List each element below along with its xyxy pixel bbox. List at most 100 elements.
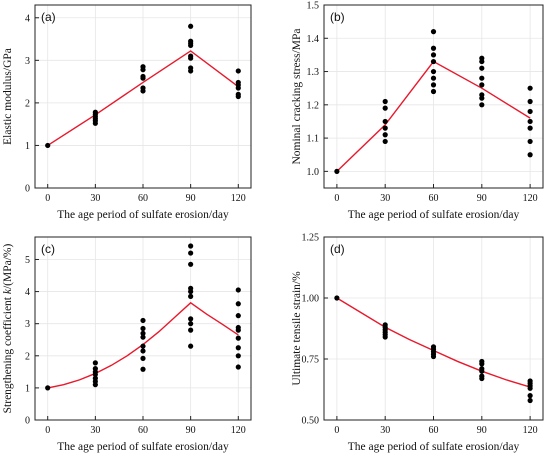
x-axis-label: The age period of sulfate erosion/day <box>348 441 520 453</box>
chart-panel-3: 0 30 60 90 120 0 1 2 3 4 5 (c) The age period of sul… <box>2 236 252 453</box>
data-point <box>235 287 241 293</box>
x-tick-label: 0 <box>45 425 50 436</box>
data-point <box>382 125 388 131</box>
data-point <box>527 397 533 404</box>
y-tick-label: 0 <box>25 184 30 195</box>
x-tick-label: 60 <box>429 425 439 436</box>
data-point <box>188 243 194 249</box>
y-tick-label: 1.2 <box>307 100 320 111</box>
data-point <box>140 348 146 354</box>
x-tick-label: 90 <box>477 425 487 436</box>
y-axis-label-suffix: /(MPa/%) <box>2 243 14 289</box>
data-point <box>382 105 388 111</box>
x-tick-label: 30 <box>380 425 390 436</box>
y-axis-label: Strengthening coefficient k/(MPa/%) <box>2 243 14 413</box>
data-point <box>527 152 533 158</box>
data-point <box>188 23 194 29</box>
data-point <box>188 293 194 299</box>
data-point <box>430 82 437 88</box>
data-point <box>479 373 485 379</box>
data-point <box>430 45 437 51</box>
data-point <box>188 327 194 333</box>
y-tick-label: 1.5 <box>307 1 320 12</box>
x-tick-label: 30 <box>90 425 100 436</box>
data-point <box>527 98 533 105</box>
y-tick-label: 4 <box>25 13 30 24</box>
data-point <box>430 88 437 95</box>
data-point <box>45 142 51 149</box>
y-axis-label-var: k <box>2 288 14 294</box>
data-point <box>382 138 388 145</box>
data-point <box>45 385 51 391</box>
y-axis-label: Elastic modulus/GPa <box>2 48 14 145</box>
x-tick-label: 30 <box>90 193 100 204</box>
y-axis-label: Ultimate tensile strain/% <box>291 271 303 386</box>
data-point <box>527 108 533 115</box>
y-tick-label: 2 <box>25 98 30 109</box>
data-point <box>382 98 388 105</box>
data-point <box>235 324 241 331</box>
x-tick-label: 120 <box>231 425 246 436</box>
data-point <box>235 345 241 351</box>
x-tick-label: 60 <box>138 425 148 436</box>
chart-panel-1: 0 30 60 90 120 0 1 2 3 4 (a) The age period of sulf… <box>2 4 252 221</box>
x-axis-label: The age period of sulfate erosion/day <box>57 209 229 221</box>
y-tick-label: 2 <box>25 351 30 362</box>
data-point <box>334 168 340 174</box>
y-tick-label: 0 <box>25 416 30 427</box>
data-point <box>430 344 437 350</box>
x-axis-label: The age period of sulfate erosion/day <box>57 441 229 453</box>
y-axis-label: Nominal cracking stress/MPa <box>291 28 303 164</box>
x-axis-label: The age period of sulfate erosion/day <box>348 209 520 221</box>
data-point <box>527 118 533 125</box>
data-point <box>334 295 340 301</box>
data-point <box>479 82 485 88</box>
data-point <box>479 75 485 81</box>
y-tick-label: 1 <box>25 383 30 394</box>
y-tick-label: 1.4 <box>307 34 320 45</box>
x-tick-label: 120 <box>231 193 246 204</box>
data-point <box>92 360 98 366</box>
y-tick-label: 1 <box>25 141 30 152</box>
data-point <box>527 378 533 384</box>
x-tick-label: 120 <box>523 425 538 436</box>
x-tick-label: 90 <box>186 193 196 204</box>
data-point <box>382 322 388 328</box>
data-point <box>479 358 485 365</box>
data-point <box>479 92 485 98</box>
data-point <box>382 118 388 125</box>
data-point <box>479 366 485 372</box>
data-point <box>140 334 146 340</box>
data-point <box>430 68 437 75</box>
x-tick-label: 0 <box>334 193 339 204</box>
x-tick-label: 30 <box>380 193 390 204</box>
data-point <box>140 73 146 80</box>
panel-label: (a) <box>41 10 56 24</box>
y-tick-label: 3 <box>25 319 30 330</box>
data-point <box>235 301 241 307</box>
data-point <box>188 316 194 322</box>
panel-label: (d) <box>330 242 345 256</box>
data-point <box>140 355 146 361</box>
data-point <box>92 109 98 115</box>
y-tick-label: 1.3 <box>307 67 320 78</box>
x-tick-label: 0 <box>45 193 50 204</box>
data-point <box>92 366 98 372</box>
x-tick-label: 0 <box>334 425 339 436</box>
data-point <box>188 321 194 327</box>
data-point <box>479 102 485 108</box>
data-point <box>140 330 146 336</box>
y-tick-label: 1.1 <box>307 134 320 145</box>
data-point <box>188 250 194 256</box>
data-point <box>140 85 146 91</box>
data-point <box>140 343 146 349</box>
data-point <box>188 38 194 44</box>
data-point <box>430 58 437 65</box>
data-point <box>188 285 194 291</box>
fit-line <box>47 50 239 147</box>
data-point <box>140 325 146 332</box>
data-point <box>479 55 485 61</box>
data-point <box>235 335 241 341</box>
data-point <box>140 64 146 70</box>
